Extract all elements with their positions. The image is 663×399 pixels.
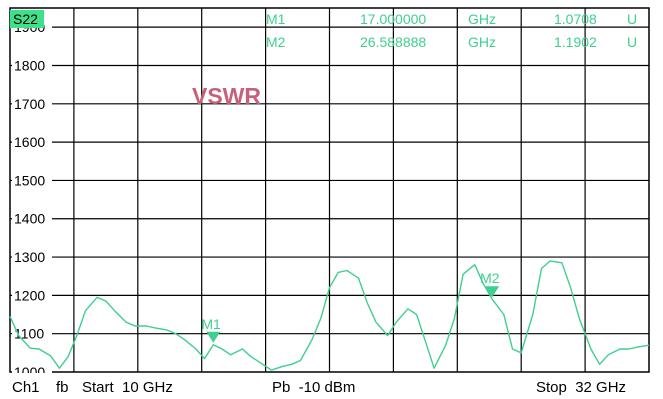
y-tick-label: 1800: [14, 57, 45, 73]
y-tick-label-background: [12, 57, 52, 74]
marker-table-value: 1.0708: [554, 11, 597, 27]
y-tick-label: 1100: [14, 326, 44, 342]
marker-table-frequency: 26.588888: [360, 34, 426, 50]
y-tick-label-background: [12, 134, 52, 151]
y-tick-label-background: [12, 287, 52, 304]
marker-layer: M1 M2: [201, 270, 500, 343]
plot-grid: [9, 7, 650, 373]
marker-table-frequency-unit: GHz: [468, 11, 496, 27]
marker-label: M1: [201, 316, 221, 332]
stop-frequency[interactable]: Stop 32 GHz: [536, 379, 626, 396]
marker-table-frequency: 17.000000: [360, 11, 426, 27]
status-bar-background: [0, 373, 663, 399]
y-tick-label-background: [12, 325, 52, 342]
trace-line-s22: [9, 260, 650, 371]
y-tick-label-background: [12, 172, 52, 189]
trace-badge-background: [10, 10, 44, 28]
channel-label: Ch1: [12, 379, 40, 396]
y-tick-label: 1500: [14, 172, 45, 188]
marker-readout-table: M1 17.000000 GHz 1.0708 U M2 26.588888 G…: [266, 11, 637, 50]
marker-table-frequency-unit: GHz: [468, 34, 496, 50]
marker-table-name: M1: [266, 11, 286, 27]
status-bar: Ch1 fb Start 10 GHz Pb -10 dBm Stop 32 G…: [0, 373, 663, 399]
marker-table-value-unit: U: [627, 34, 637, 50]
format-title: VSWR: [192, 83, 261, 109]
trace-label[interactable]: S22: [13, 11, 38, 27]
y-tick-label-background: [12, 249, 52, 266]
y-tick-label: 1400: [14, 211, 45, 227]
trace-layer: [9, 260, 650, 371]
y-axis-ticks: 1000110012001300140015001600170018001900: [12, 19, 52, 380]
y-tick-label: 1600: [14, 134, 45, 150]
marker-triangle-icon[interactable]: [485, 286, 500, 298]
power-level[interactable]: Pb -10 dBm: [272, 379, 355, 396]
marker-table-value-unit: U: [627, 11, 637, 27]
y-tick-label: 1700: [14, 96, 45, 112]
marker-table-value: 1.1902: [554, 34, 597, 50]
marker-label: M2: [480, 270, 500, 286]
y-tick-label-background: [12, 210, 52, 227]
start-frequency[interactable]: Start 10 GHz: [82, 379, 173, 396]
marker-triangle-icon[interactable]: [206, 331, 221, 343]
y-tick-label: 1200: [14, 287, 45, 303]
mode-label: fb: [56, 379, 69, 396]
y-tick-label-background: [12, 95, 52, 112]
marker-table-name: M2: [266, 34, 286, 50]
y-tick-label: 1300: [14, 249, 45, 265]
